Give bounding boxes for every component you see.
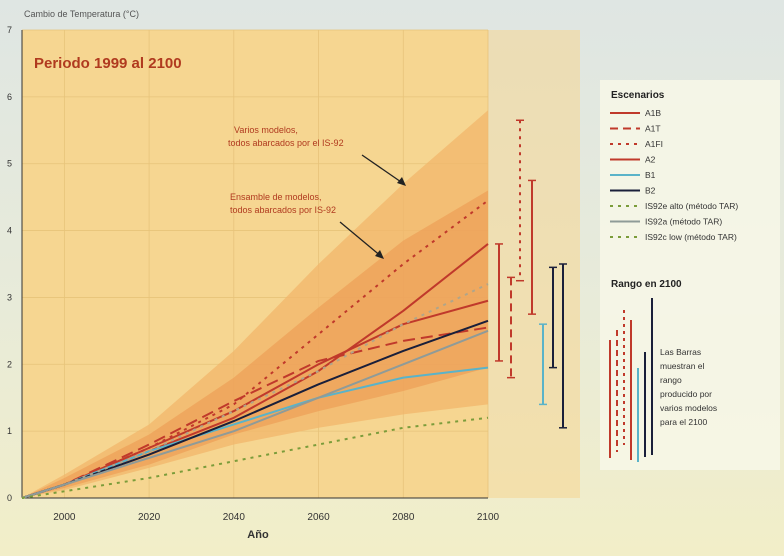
legend-item-label: A1B	[645, 108, 661, 118]
range-legend-text-line: producido por	[660, 389, 712, 399]
uncertainty-band	[22, 190, 488, 498]
y-tick-label: 4	[7, 226, 12, 236]
range-legend-text-line: para el 2100	[660, 417, 708, 427]
legend-item-label: IS92c low (método TAR)	[645, 232, 737, 242]
series-line-is92a	[21, 329, 489, 499]
range-legend-title: Rango en 2100	[611, 279, 682, 290]
y-tick-label: 5	[7, 159, 12, 169]
series-line-is92c	[21, 416, 489, 499]
y-tick-label: 6	[7, 92, 12, 102]
annotation-ensamble-arrow	[339, 221, 383, 258]
x-tick-label: 2060	[307, 512, 330, 523]
x-tick-label: 2100	[477, 512, 500, 523]
legend-item-label: IS92a (método TAR)	[645, 217, 722, 227]
y-tick-label: 7	[7, 25, 12, 35]
annotation-varios-arrow	[361, 154, 405, 185]
legend-title: Escenarios	[611, 90, 665, 101]
x-tick-label: 2000	[53, 512, 76, 523]
y-tick-label: 0	[7, 493, 12, 503]
annotation-varios-line1: Varios modelos,	[234, 125, 298, 135]
series-line-a1fi	[21, 199, 489, 499]
range-legend-text-line: muestran el	[660, 361, 705, 371]
y-tick-label: 2	[7, 359, 12, 369]
legend-item-label: A1FI	[645, 139, 663, 149]
range-legend-text-line: Las Barras	[660, 347, 701, 357]
annotation-ensamble-line2: todos abarcados por IS-92	[230, 205, 336, 215]
x-tick-label: 2080	[392, 512, 415, 523]
annotation-varios-arrowhead	[397, 177, 406, 186]
legend-item-label: A1T	[645, 124, 661, 134]
annotation-varios-line2: todos abarcados por el IS-92	[228, 138, 344, 148]
range-legend-text-line: rango	[660, 375, 682, 385]
legend-item-label: B2	[645, 186, 656, 196]
x-tick-label: 2040	[223, 512, 246, 523]
legend-item-label: A2	[645, 155, 656, 165]
y-tick-label: 1	[7, 426, 12, 436]
annotation-ensamble-line1: Ensamble de modelos,	[230, 192, 322, 202]
y-tick-label: 3	[7, 292, 12, 302]
y-axis-title: Cambio de Temperatura (°C)	[24, 9, 139, 19]
chart-title: Periodo 1999 al 2100	[34, 55, 182, 72]
legend-item-label: B1	[645, 170, 656, 180]
uncertainty-band	[22, 110, 488, 498]
legend-item-label: IS92e alto (método TAR)	[645, 201, 738, 211]
range-legend-text-line: varios modelos	[660, 403, 717, 413]
x-tick-label: 2020	[138, 512, 161, 523]
annotation-ensamble-arrowhead	[375, 250, 384, 259]
x-axis-title: Año	[247, 529, 269, 541]
